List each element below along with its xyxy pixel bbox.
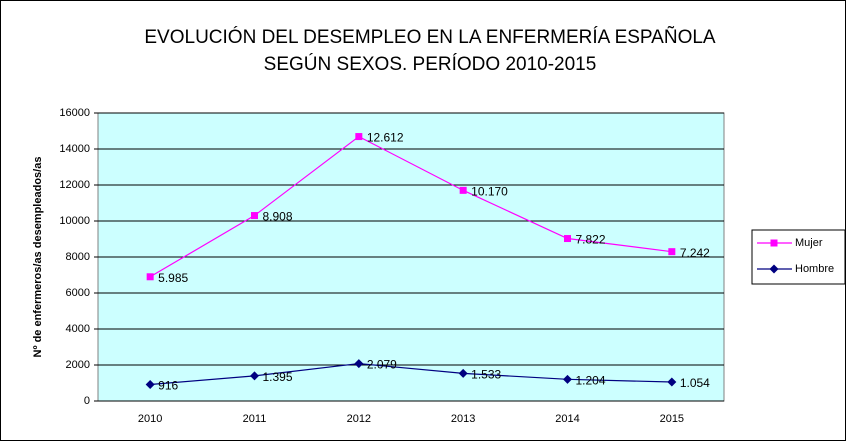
marker: [769, 264, 779, 274]
data-label: 7.242: [680, 246, 710, 260]
x-tick-label: 2011: [243, 413, 267, 425]
data-label: 1.533: [471, 368, 501, 382]
marker: [354, 359, 364, 369]
line: [149, 135, 672, 278]
y-tick-label: 0: [84, 395, 90, 407]
data-label: 1.204: [576, 373, 606, 387]
y-tick-label: 4000: [66, 323, 90, 335]
marker: [250, 371, 259, 381]
x-tick-label: 2014: [555, 413, 579, 425]
data-label: 1.395: [263, 370, 293, 384]
data-label: 12.612: [367, 131, 404, 145]
data-label: 8.908: [263, 210, 293, 224]
marker: [667, 377, 677, 387]
y-tick-label: 14000: [59, 143, 90, 155]
x-tick-label: 2013: [451, 413, 475, 425]
chart-title: SEGÚN SEXOS. PERÍODO 2010-2015: [264, 53, 597, 75]
legend-label: Hombre: [795, 263, 834, 275]
data-label: 7.822: [576, 233, 606, 247]
y-tick-label: 8000: [66, 251, 90, 263]
y-tick-label: 2000: [66, 359, 90, 371]
marker: [355, 133, 363, 141]
x-tick-label: 2015: [660, 413, 684, 425]
data-label: 10.170: [471, 185, 508, 199]
marker: [770, 239, 778, 247]
chart-title: EVOLUCIÓN DEL DESEMPLEO EN LA ENFERMERÍA…: [144, 26, 716, 48]
data-label: 2.079: [367, 358, 397, 372]
x-tick-label: 2010: [138, 413, 162, 425]
marker: [458, 368, 468, 378]
x-tick-label: 2012: [347, 413, 371, 425]
marker: [145, 380, 155, 390]
marker: [563, 374, 572, 384]
marker: [251, 212, 258, 220]
data-label: 5.985: [158, 271, 188, 285]
line: [150, 362, 672, 386]
legend-box: [751, 229, 846, 285]
marker: [459, 186, 467, 194]
y-tick-label: 16000: [59, 107, 90, 119]
data-label: 916: [158, 379, 178, 393]
marker: [146, 273, 154, 281]
y-tick-label: 6000: [66, 287, 90, 299]
y-tick-label: 12000: [59, 179, 90, 191]
marker: [668, 248, 676, 256]
y-axis-label: Nº de enfermeros/as desempleados/as: [32, 157, 44, 358]
data-label: 1.054: [680, 376, 710, 390]
y-tick-label: 10000: [59, 215, 90, 227]
legend-label: Mujer: [795, 237, 823, 249]
marker: [564, 235, 571, 243]
